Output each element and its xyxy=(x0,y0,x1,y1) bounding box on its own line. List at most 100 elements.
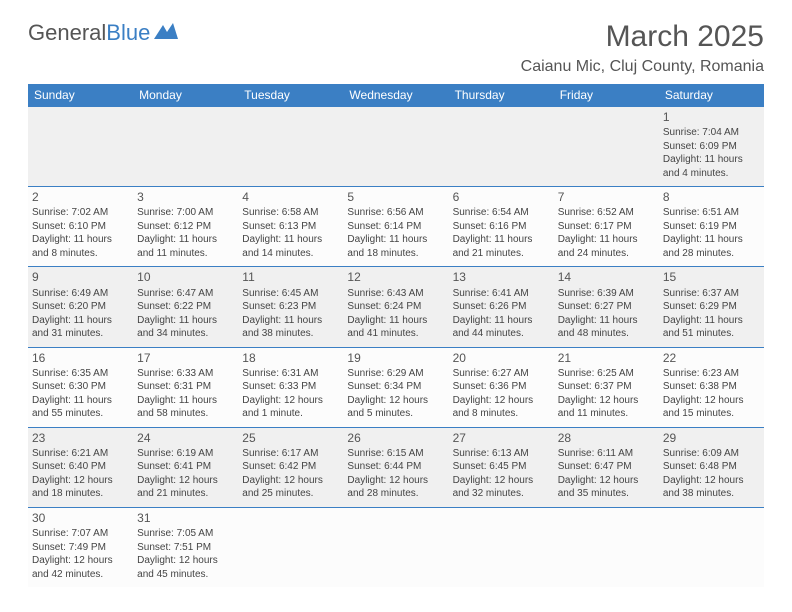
calendar-empty-cell xyxy=(343,107,448,187)
weekday-header: Saturday xyxy=(659,84,764,107)
sunset-text: Sunset: 6:10 PM xyxy=(32,220,129,234)
day-number: 11 xyxy=(242,269,339,285)
daylight-text: Daylight: 11 hours and 48 minutes. xyxy=(558,314,655,341)
sunrise-text: Sunrise: 6:47 AM xyxy=(137,287,234,301)
calendar-day-cell: 3Sunrise: 7:00 AMSunset: 6:12 PMDaylight… xyxy=(133,187,238,267)
calendar-week-row: 23Sunrise: 6:21 AMSunset: 6:40 PMDayligh… xyxy=(28,427,764,507)
sunrise-text: Sunrise: 6:54 AM xyxy=(453,206,550,220)
weekday-header: Sunday xyxy=(28,84,133,107)
day-number: 31 xyxy=(137,510,234,526)
calendar-day-cell: 12Sunrise: 6:43 AMSunset: 6:24 PMDayligh… xyxy=(343,267,448,347)
calendar-empty-cell xyxy=(133,107,238,187)
daylight-text: Daylight: 12 hours and 25 minutes. xyxy=(242,474,339,501)
day-number: 17 xyxy=(137,350,234,366)
sunset-text: Sunset: 6:12 PM xyxy=(137,220,234,234)
sunrise-text: Sunrise: 6:56 AM xyxy=(347,206,444,220)
sunrise-text: Sunrise: 6:39 AM xyxy=(558,287,655,301)
calendar-day-cell: 20Sunrise: 6:27 AMSunset: 6:36 PMDayligh… xyxy=(449,347,554,427)
calendar-empty-cell xyxy=(659,507,764,587)
month-title: March 2025 xyxy=(521,20,764,54)
sunrise-text: Sunrise: 6:33 AM xyxy=(137,367,234,381)
sunrise-text: Sunrise: 6:52 AM xyxy=(558,206,655,220)
weekday-header: Monday xyxy=(133,84,238,107)
calendar-day-cell: 26Sunrise: 6:15 AMSunset: 6:44 PMDayligh… xyxy=(343,427,448,507)
sunrise-text: Sunrise: 6:23 AM xyxy=(663,367,760,381)
day-number: 10 xyxy=(137,269,234,285)
daylight-text: Daylight: 12 hours and 32 minutes. xyxy=(453,474,550,501)
sunset-text: Sunset: 6:47 PM xyxy=(558,460,655,474)
daylight-text: Daylight: 12 hours and 38 minutes. xyxy=(663,474,760,501)
calendar-empty-cell xyxy=(238,507,343,587)
weekday-header: Thursday xyxy=(449,84,554,107)
sunset-text: Sunset: 6:19 PM xyxy=(663,220,760,234)
sunset-text: Sunset: 6:27 PM xyxy=(558,300,655,314)
daylight-text: Daylight: 11 hours and 14 minutes. xyxy=(242,233,339,260)
sunset-text: Sunset: 6:41 PM xyxy=(137,460,234,474)
sunrise-text: Sunrise: 6:27 AM xyxy=(453,367,550,381)
daylight-text: Daylight: 12 hours and 28 minutes. xyxy=(347,474,444,501)
sunset-text: Sunset: 6:17 PM xyxy=(558,220,655,234)
day-number: 19 xyxy=(347,350,444,366)
calendar-day-cell: 1Sunrise: 7:04 AMSunset: 6:09 PMDaylight… xyxy=(659,107,764,187)
calendar-day-cell: 25Sunrise: 6:17 AMSunset: 6:42 PMDayligh… xyxy=(238,427,343,507)
daylight-text: Daylight: 12 hours and 11 minutes. xyxy=(558,394,655,421)
calendar-day-cell: 30Sunrise: 7:07 AMSunset: 7:49 PMDayligh… xyxy=(28,507,133,587)
sunrise-text: Sunrise: 6:21 AM xyxy=(32,447,129,461)
daylight-text: Daylight: 11 hours and 24 minutes. xyxy=(558,233,655,260)
sunrise-text: Sunrise: 6:17 AM xyxy=(242,447,339,461)
calendar-day-cell: 27Sunrise: 6:13 AMSunset: 6:45 PMDayligh… xyxy=(449,427,554,507)
calendar-day-cell: 15Sunrise: 6:37 AMSunset: 6:29 PMDayligh… xyxy=(659,267,764,347)
daylight-text: Daylight: 12 hours and 45 minutes. xyxy=(137,554,234,581)
sunrise-text: Sunrise: 6:45 AM xyxy=(242,287,339,301)
calendar-day-cell: 31Sunrise: 7:05 AMSunset: 7:51 PMDayligh… xyxy=(133,507,238,587)
calendar-day-cell: 19Sunrise: 6:29 AMSunset: 6:34 PMDayligh… xyxy=(343,347,448,427)
day-number: 20 xyxy=(453,350,550,366)
calendar-day-cell: 7Sunrise: 6:52 AMSunset: 6:17 PMDaylight… xyxy=(554,187,659,267)
sunrise-text: Sunrise: 6:41 AM xyxy=(453,287,550,301)
weekday-header-row: SundayMondayTuesdayWednesdayThursdayFrid… xyxy=(28,84,764,107)
sunrise-text: Sunrise: 6:51 AM xyxy=(663,206,760,220)
daylight-text: Daylight: 11 hours and 4 minutes. xyxy=(663,153,760,180)
sunset-text: Sunset: 6:13 PM xyxy=(242,220,339,234)
daylight-text: Daylight: 12 hours and 5 minutes. xyxy=(347,394,444,421)
daylight-text: Daylight: 12 hours and 35 minutes. xyxy=(558,474,655,501)
logo-text-b: Blue xyxy=(106,20,150,46)
daylight-text: Daylight: 11 hours and 38 minutes. xyxy=(242,314,339,341)
daylight-text: Daylight: 11 hours and 18 minutes. xyxy=(347,233,444,260)
sunset-text: Sunset: 6:48 PM xyxy=(663,460,760,474)
title-block: March 2025 Caianu Mic, Cluj County, Roma… xyxy=(521,20,764,76)
daylight-text: Daylight: 12 hours and 21 minutes. xyxy=(137,474,234,501)
sunset-text: Sunset: 6:42 PM xyxy=(242,460,339,474)
logo-text-a: General xyxy=(28,20,106,46)
calendar-day-cell: 13Sunrise: 6:41 AMSunset: 6:26 PMDayligh… xyxy=(449,267,554,347)
day-number: 2 xyxy=(32,189,129,205)
calendar-day-cell: 6Sunrise: 6:54 AMSunset: 6:16 PMDaylight… xyxy=(449,187,554,267)
day-number: 6 xyxy=(453,189,550,205)
day-number: 30 xyxy=(32,510,129,526)
sunrise-text: Sunrise: 7:07 AM xyxy=(32,527,129,541)
sunset-text: Sunset: 6:26 PM xyxy=(453,300,550,314)
sunrise-text: Sunrise: 7:04 AM xyxy=(663,126,760,140)
sunrise-text: Sunrise: 6:11 AM xyxy=(558,447,655,461)
sunrise-text: Sunrise: 6:58 AM xyxy=(242,206,339,220)
calendar-day-cell: 11Sunrise: 6:45 AMSunset: 6:23 PMDayligh… xyxy=(238,267,343,347)
sunset-text: Sunset: 6:38 PM xyxy=(663,380,760,394)
calendar-day-cell: 4Sunrise: 6:58 AMSunset: 6:13 PMDaylight… xyxy=(238,187,343,267)
sunset-text: Sunset: 6:16 PM xyxy=(453,220,550,234)
day-number: 26 xyxy=(347,430,444,446)
day-number: 4 xyxy=(242,189,339,205)
daylight-text: Daylight: 12 hours and 1 minute. xyxy=(242,394,339,421)
sunset-text: Sunset: 6:24 PM xyxy=(347,300,444,314)
day-number: 13 xyxy=(453,269,550,285)
day-number: 23 xyxy=(32,430,129,446)
calendar-day-cell: 9Sunrise: 6:49 AMSunset: 6:20 PMDaylight… xyxy=(28,267,133,347)
calendar-empty-cell xyxy=(28,107,133,187)
daylight-text: Daylight: 11 hours and 51 minutes. xyxy=(663,314,760,341)
sunset-text: Sunset: 6:30 PM xyxy=(32,380,129,394)
calendar-table: SundayMondayTuesdayWednesdayThursdayFrid… xyxy=(28,84,764,587)
sunset-text: Sunset: 6:44 PM xyxy=(347,460,444,474)
day-number: 29 xyxy=(663,430,760,446)
day-number: 5 xyxy=(347,189,444,205)
sunrise-text: Sunrise: 6:13 AM xyxy=(453,447,550,461)
sunrise-text: Sunrise: 6:19 AM xyxy=(137,447,234,461)
